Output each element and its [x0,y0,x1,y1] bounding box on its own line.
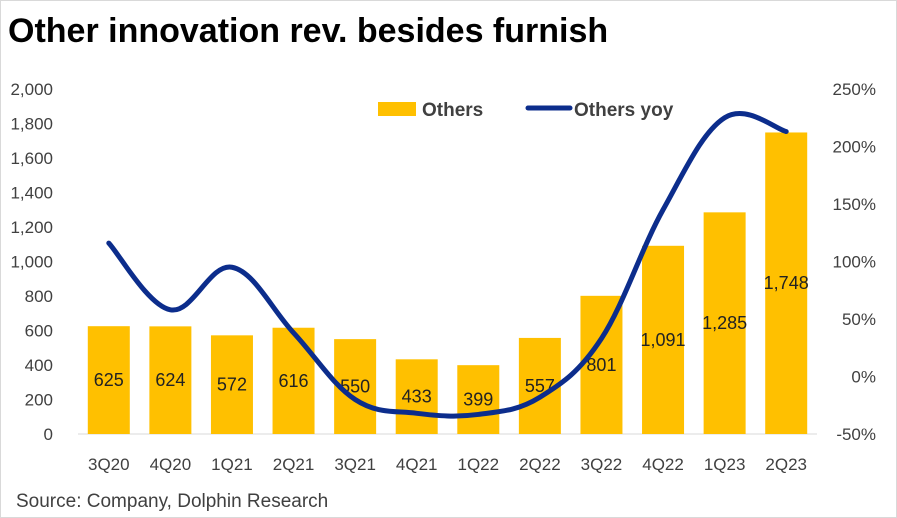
bar-label: 624 [155,370,185,390]
chart-title: Other innovation rev. besides furnish [8,12,609,50]
bar-series [87,132,808,434]
category-label: 2Q22 [519,455,561,474]
right-tick-label: 200% [833,138,876,157]
bar-label: 616 [279,371,309,391]
bar-label: 625 [94,370,124,390]
right-tick-label: 50% [842,310,876,329]
left-tick-label: 600 [25,322,53,341]
left-tick-label: 1,000 [10,253,53,272]
legend-swatch-others [378,102,416,116]
left-tick-label: 1,200 [10,218,53,237]
category-label: 4Q22 [642,455,684,474]
right-axis-ticks: -50% 0% 50% 100% 150% 200% 250% [833,80,876,444]
category-label: 2Q21 [273,455,315,474]
category-label: 1Q22 [457,455,499,474]
bar-label: 1,748 [764,273,809,293]
bar-2q23 [765,132,808,434]
left-tick-label: 200 [25,391,53,410]
category-label: 1Q23 [704,455,746,474]
bar-label: 1,091 [641,330,686,350]
left-tick-label: 800 [25,287,53,306]
bar-label: 1,285 [702,313,747,333]
right-tick-label: 250% [833,80,876,99]
category-label: 3Q20 [88,455,130,474]
bar-3q20 [87,326,130,434]
category-labels: 3Q20 4Q20 1Q21 2Q21 3Q21 4Q21 1Q22 2Q22 3Q22 4Q22… [88,455,807,474]
bar-label: 572 [217,375,247,395]
left-tick-label: 1,800 [10,115,53,134]
category-label: 4Q21 [396,455,438,474]
right-tick-label: -50% [836,425,876,444]
source-note: Source: Company, Dolphin Research [16,491,329,512]
bar-4q20 [149,326,192,434]
bar-4q21 [395,359,438,434]
bar-1q21 [210,335,253,434]
left-tick-label: 2,000 [10,80,53,99]
left-tick-label: 0 [44,425,53,444]
category-label: 4Q20 [150,455,192,474]
bar-label: 399 [463,390,493,410]
right-tick-label: 100% [833,253,876,272]
legend-label-others-yoy: Others yoy [574,100,674,121]
left-axis-ticks: 0 200 400 600 800 1,000 1,200 1,400 1,600 1,800 2,… [10,80,53,444]
bar-4q22 [642,245,685,434]
left-tick-label: 1,600 [10,149,53,168]
legend-label-others: Others [422,100,483,121]
bar-label: 801 [586,355,616,375]
bar-1q22 [457,365,500,434]
right-tick-label: 150% [833,195,876,214]
right-tick-label: 0% [851,368,876,387]
category-label: 3Q22 [581,455,623,474]
yoy-line [106,111,789,419]
bar-label: 433 [402,387,432,407]
category-label: 1Q21 [211,455,253,474]
bar-1q23 [703,212,746,434]
legend: Others Others yoy [378,100,674,121]
category-label: 3Q21 [334,455,376,474]
left-tick-label: 1,400 [10,184,53,203]
category-label: 2Q23 [765,455,807,474]
left-tick-label: 400 [25,356,53,375]
